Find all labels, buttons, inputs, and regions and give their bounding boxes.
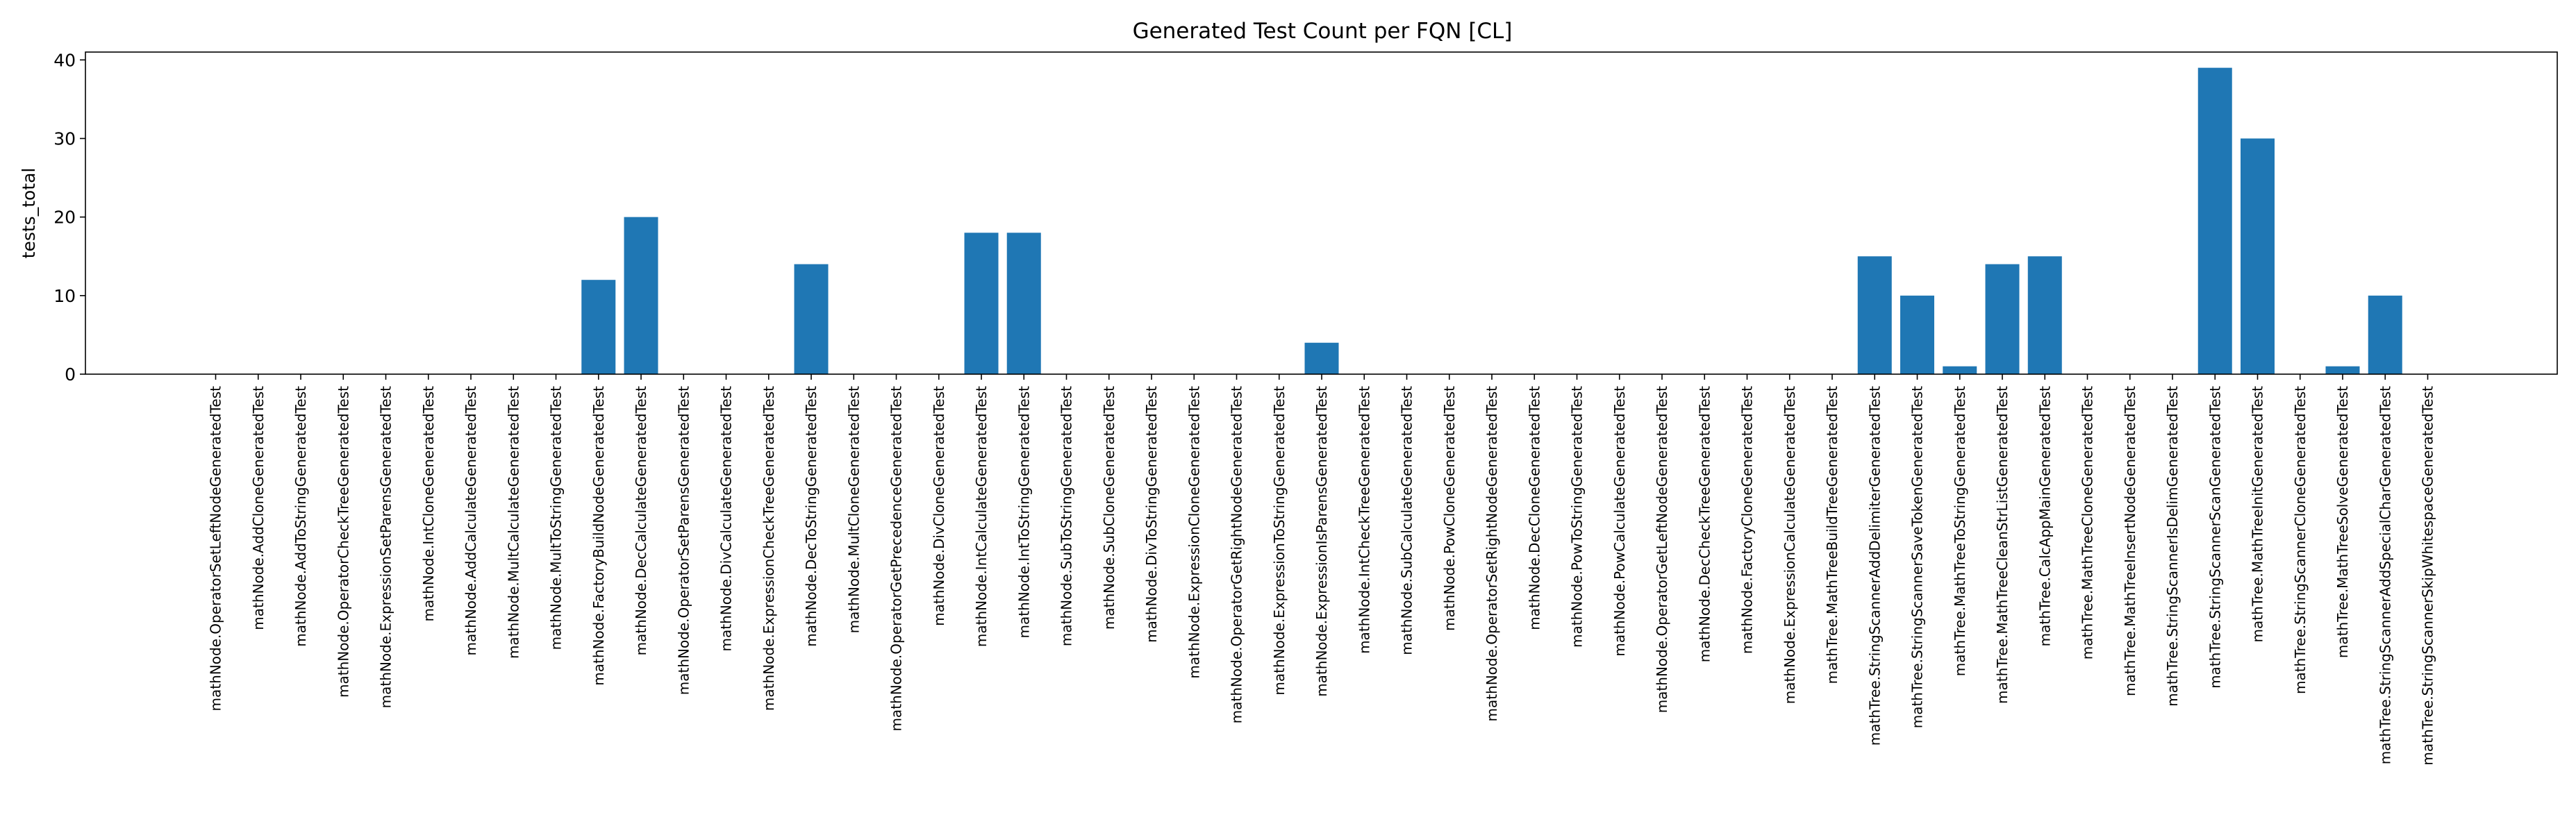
bar <box>1006 233 1041 374</box>
x-tick-label: mathNode.MultCloneGeneratedTest <box>845 386 862 634</box>
x-tick-label: mathTree.MathTreeCloneGeneratedTest <box>2079 386 2096 659</box>
x-tick-label: mathNode.ExpressionCalculateGeneratedTes… <box>1781 386 1798 704</box>
x-tick-label: mathNode.IntCloneGeneratedTest <box>420 386 437 622</box>
x-tick-label: mathNode.OperatorGetPrecedenceGeneratedT… <box>888 386 905 732</box>
bar <box>624 217 658 374</box>
x-tick-label: mathTree.MathTreeSolveGeneratedTest <box>2334 386 2351 658</box>
x-tick-label: mathNode.AddCalculateGeneratedTest <box>463 386 479 656</box>
x-tick-label: mathTree.StringScannerSaveTokenGenerated… <box>1909 386 1926 728</box>
x-tick-label: mathTree.StringScannerIsDelimGeneratedTe… <box>2164 386 2181 707</box>
bar <box>581 280 616 374</box>
bar <box>1304 342 1339 374</box>
bar <box>2368 295 2402 374</box>
x-tick-label: mathNode.OperatorSetLeftNodeGeneratedTes… <box>208 386 224 712</box>
y-axis-label: tests_total <box>19 168 39 259</box>
bar <box>1900 295 1934 374</box>
x-tick-label: mathTree.StringScannerAddDelimiterGenera… <box>1866 386 1883 746</box>
bar <box>964 233 999 374</box>
x-tick-label: mathNode.ExpressionIsParensGeneratedTest <box>1313 386 1330 697</box>
x-tick-label: mathNode.SubToStringGeneratedTest <box>1058 386 1075 646</box>
x-tick-label: mathNode.DivCalculateGeneratedTest <box>718 386 735 652</box>
x-tick-label: mathNode.DecCloneGeneratedTest <box>1526 386 1543 630</box>
y-axis-ticks: 0 10 20 30 40 <box>53 50 85 385</box>
x-tick-label: mathNode.PowCalculateGeneratedTest <box>1611 386 1628 657</box>
x-tick-label: mathNode.IntCheckTreeGeneratedTest <box>1356 386 1372 654</box>
x-tick-label: mathNode.AddCloneGeneratedTest <box>250 386 267 630</box>
x-tick-label: mathNode.SubCloneGeneratedTest <box>1101 386 1117 630</box>
plot-frame <box>85 51 2558 375</box>
chart-title: Generated Test Count per FQN [CL] <box>1133 19 1513 44</box>
x-tick-label: mathNode.PowCloneGeneratedTest <box>1441 386 1458 631</box>
x-tick-label: mathNode.OperatorSetRightNodeGeneratedTe… <box>1484 386 1500 722</box>
bar <box>2197 67 2232 374</box>
x-tick-label: mathNode.DecCheckTreeGeneratedTest <box>1696 386 1713 662</box>
x-tick-label: mathNode.DecToStringGeneratedTest <box>803 386 820 647</box>
y-tick-label: 10 <box>53 286 76 306</box>
x-tick-label: mathTree.StringScannerScanGeneratedTest <box>2207 386 2223 689</box>
x-tick-label: mathNode.OperatorCheckTreeGeneratedTest <box>335 386 351 698</box>
bar <box>1985 264 2020 374</box>
bar <box>2027 256 2062 374</box>
x-tick-label: mathNode.ExpressionToStringGeneratedTest <box>1271 386 1288 696</box>
bar <box>2241 138 2275 375</box>
x-tick-label: mathTree.StringScannerAddSpecialCharGene… <box>2377 386 2393 764</box>
x-tick-label: mathNode.ExpressionCloneGeneratedTest <box>1186 386 1202 679</box>
bar <box>794 264 829 374</box>
y-tick-label: 30 <box>53 128 76 149</box>
bar <box>1857 256 1892 374</box>
x-tick-label: mathNode.FactoryBuildNodeGeneratedTest <box>590 386 607 686</box>
x-tick-label: mathTree.CalcAppMainGeneratedTest <box>2036 386 2053 647</box>
x-tick-label: mathTree.MathTreeInsertNodeGeneratedTest <box>2122 386 2138 696</box>
y-tick-label: 0 <box>65 364 76 385</box>
x-tick-label: mathNode.DecCalculateGeneratedTest <box>633 386 649 656</box>
x-tick-label: mathTree.MathTreeToStringGeneratedTest <box>1952 386 1968 676</box>
x-tick-label: mathNode.MultCalculateGeneratedTest <box>505 386 522 659</box>
x-tick-label: mathTree.StringScannerSkipWhitespaceGene… <box>2420 386 2436 766</box>
x-axis-ticks: mathNode.OperatorSetLeftNodeGeneratedTes… <box>208 374 2436 766</box>
x-tick-label: mathNode.PowToStringGeneratedTest <box>1569 386 1586 648</box>
x-tick-label: mathNode.OperatorSetParensGeneratedTest <box>675 386 692 695</box>
x-tick-label: mathNode.ExpressionCheckTreeGeneratedTes… <box>761 386 777 711</box>
x-tick-label: mathNode.IntToStringGeneratedTest <box>1015 386 1032 639</box>
x-tick-label: mathNode.IntCalculateGeneratedTest <box>973 386 990 647</box>
x-tick-label: mathTree.MathTreeInitGeneratedTest <box>2250 386 2266 643</box>
x-tick-label: mathNode.DivToStringGeneratedTest <box>1143 386 1160 643</box>
x-tick-label: mathNode.SubCalculateGeneratedTest <box>1399 386 1415 655</box>
x-tick-label: mathTree.MathTreeCleanStrListGeneratedTe… <box>1994 386 2011 704</box>
x-tick-label: mathNode.OperatorGetRightNodeGeneratedTe… <box>1229 386 1245 723</box>
x-tick-label: mathNode.AddToStringGeneratedTest <box>292 386 309 647</box>
x-tick-label: mathNode.DivCloneGeneratedTest <box>931 386 947 626</box>
x-tick-label: mathNode.FactoryCloneGeneratedTest <box>1739 386 1756 654</box>
y-tick-label: 40 <box>53 50 76 70</box>
x-tick-label: mathNode.OperatorGetLeftNodeGeneratedTes… <box>1654 386 1670 713</box>
x-tick-label: mathTree.StringScannerCloneGeneratedTest <box>2292 386 2309 694</box>
bars-group <box>581 67 2402 375</box>
bar <box>2325 366 2360 374</box>
bar <box>1943 366 1977 374</box>
x-tick-label: mathNode.MultToStringGeneratedTest <box>548 386 565 650</box>
x-tick-label: mathTree.MathTreeBuildTreeGeneratedTest <box>1824 386 1840 684</box>
x-tick-label: mathNode.ExpressionSetParensGeneratedTes… <box>378 386 394 708</box>
y-tick-label: 20 <box>53 208 76 228</box>
